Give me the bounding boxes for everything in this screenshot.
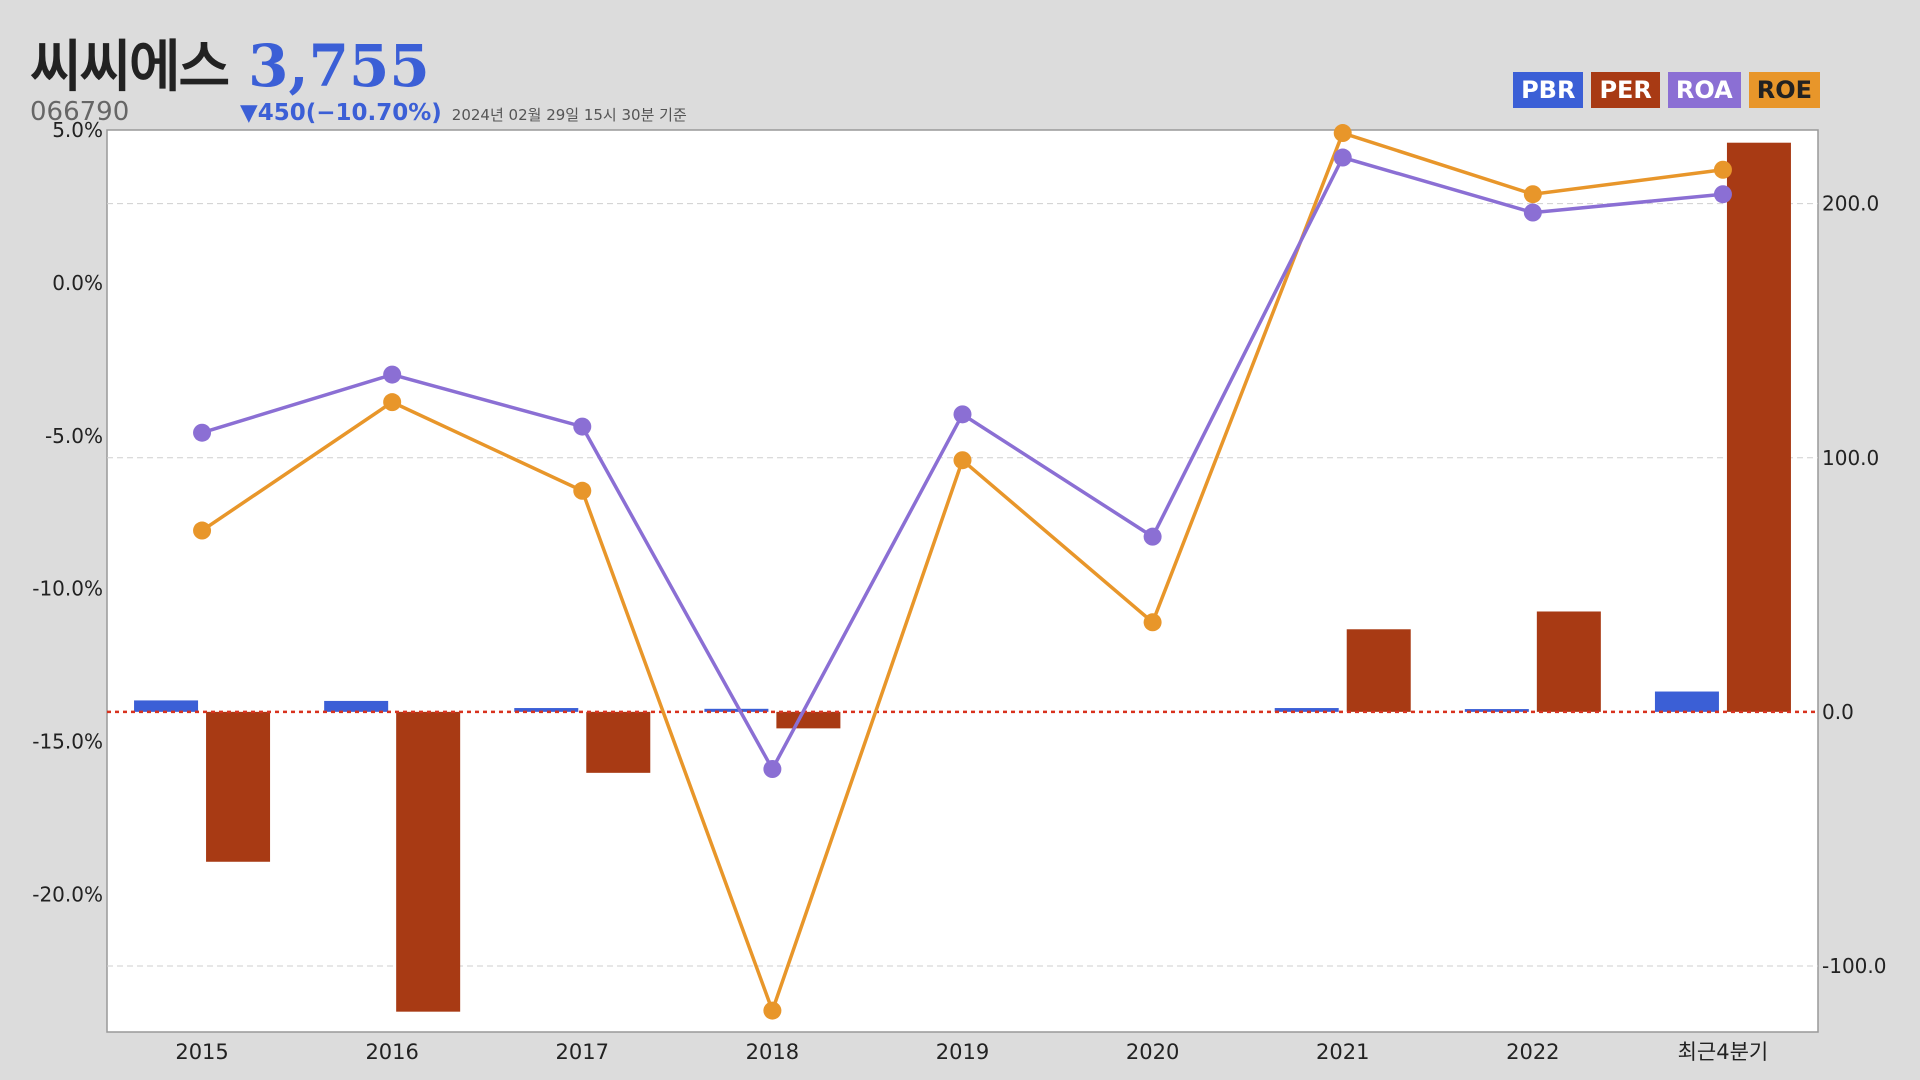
left-tick-label: 5.0% — [52, 118, 103, 142]
point-roa — [1523, 203, 1542, 222]
bar-per — [776, 711, 841, 729]
point-roa — [763, 760, 782, 779]
point-roe — [1143, 613, 1162, 632]
x-tick-label: 2018 — [746, 1040, 799, 1064]
right-tick-label: 0.0 — [1822, 700, 1854, 724]
x-tick-label: 2016 — [365, 1040, 418, 1064]
point-roe — [193, 521, 212, 540]
price-change: ▼450(−10.70%) — [240, 100, 442, 126]
bar-per — [396, 711, 461, 1012]
point-roe — [383, 393, 402, 412]
left-tick-label: -20.0% — [32, 882, 103, 906]
plot-area — [106, 129, 1819, 1033]
bar-pbr — [324, 700, 389, 712]
bar-per — [1726, 142, 1791, 712]
bar-pbr — [1464, 709, 1529, 712]
right-tick-label: -100.0 — [1822, 954, 1886, 978]
x-tick-label: 2020 — [1126, 1040, 1179, 1064]
right-tick-label: 100.0 — [1822, 446, 1879, 470]
company-name: 씨씨에스 — [30, 35, 230, 100]
left-tick-label: 0.0% — [52, 271, 103, 295]
legend-roa[interactable]: ROA — [1667, 72, 1741, 108]
legend-per[interactable]: PER — [1591, 72, 1660, 108]
point-roe — [1333, 124, 1352, 143]
point-roe — [763, 1001, 782, 1020]
left-tick-label: -10.0% — [32, 577, 103, 601]
x-tick-label: 2017 — [556, 1040, 609, 1064]
stock-code: 066790 — [30, 97, 130, 127]
bar-pbr — [514, 708, 579, 712]
left-tick-label: -15.0% — [32, 730, 103, 754]
bar-pbr — [1654, 691, 1719, 712]
stock-price: 3,755 — [248, 32, 430, 100]
legend-roe[interactable]: ROE — [1748, 72, 1820, 108]
x-tick-label: 2015 — [175, 1040, 228, 1064]
point-roa — [383, 365, 402, 384]
bar-per — [1536, 611, 1601, 712]
right-tick-label: 200.0 — [1822, 192, 1879, 216]
x-tick-label: 2022 — [1506, 1040, 1559, 1064]
point-roe — [953, 451, 972, 470]
point-roa — [193, 423, 212, 442]
bar-pbr — [134, 700, 199, 712]
bar-per — [1346, 629, 1411, 712]
point-roa — [1143, 527, 1162, 546]
x-tick-label: 최근4분기 — [1678, 1040, 1769, 1064]
bar-per — [206, 711, 271, 862]
bar-pbr — [704, 708, 769, 712]
point-roa — [573, 417, 592, 436]
point-roe — [1523, 185, 1542, 204]
point-roa — [1333, 148, 1352, 167]
point-roa — [1713, 185, 1732, 204]
bar-per — [586, 711, 651, 773]
header: 씨씨에스 3,755 066790 ▼450(−10.70%) 2024년 02… — [30, 22, 687, 127]
point-roe — [1713, 160, 1732, 179]
legend-pbr[interactable]: PBR — [1513, 72, 1584, 108]
left-tick-label: -5.0% — [45, 424, 103, 448]
x-tick-label: 2019 — [936, 1040, 989, 1064]
point-roe — [573, 481, 592, 500]
bar-pbr — [1274, 708, 1339, 712]
timestamp: 2024년 02월 29일 15시 30분 기준 — [451, 106, 687, 124]
point-roa — [953, 405, 972, 424]
legend: PBR PER ROA ROE — [1513, 72, 1820, 108]
x-tick-label: 2021 — [1316, 1040, 1369, 1064]
